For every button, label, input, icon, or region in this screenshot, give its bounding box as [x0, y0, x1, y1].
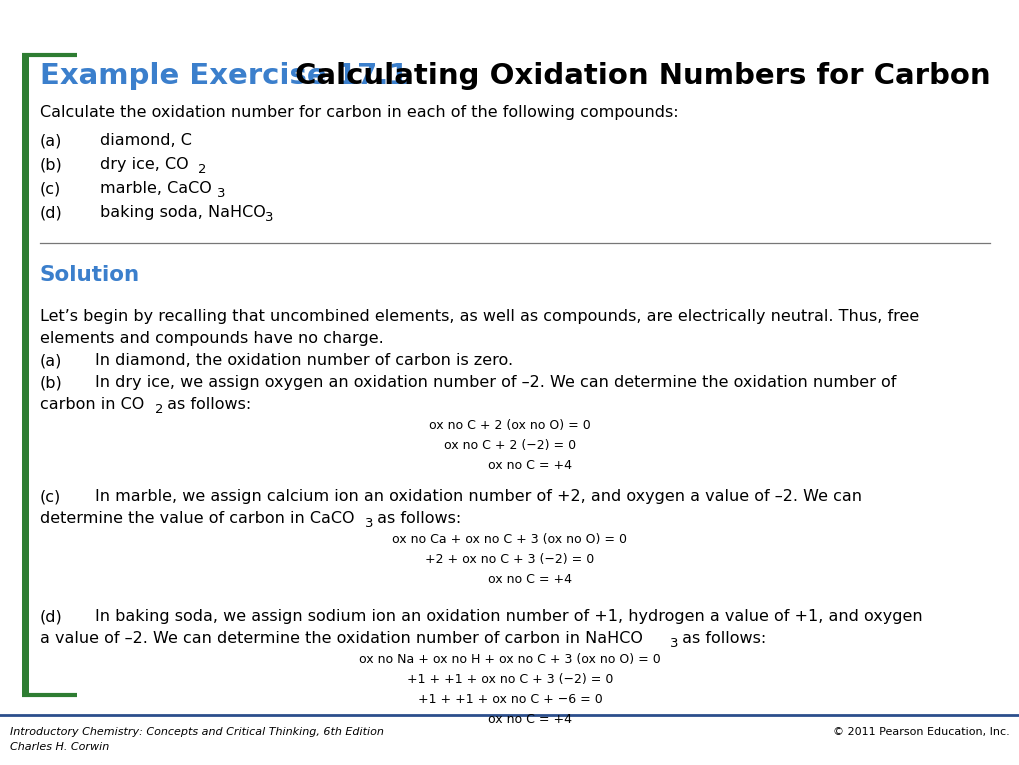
Text: © 2011 Pearson Education, Inc.: © 2011 Pearson Education, Inc.: [833, 727, 1009, 737]
Text: 3: 3: [217, 187, 225, 200]
Text: 3: 3: [265, 211, 273, 224]
Text: 2: 2: [155, 403, 163, 416]
Text: In baking soda, we assign sodium ion an oxidation number of +1, hydrogen a value: In baking soda, we assign sodium ion an …: [95, 609, 922, 624]
Text: Calculate the oxidation number for carbon in each of the following compounds:: Calculate the oxidation number for carbo…: [40, 105, 678, 120]
Text: as follows:: as follows:: [162, 397, 251, 412]
Text: Example Exercise 17.1: Example Exercise 17.1: [40, 62, 409, 90]
Text: Introductory Chemistry: Concepts and Critical Thinking, 6th Edition: Introductory Chemistry: Concepts and Cri…: [10, 727, 383, 737]
Text: ox no Na + ox no H + ox no C + 3 (ox no O) = 0: ox no Na + ox no H + ox no C + 3 (ox no …: [359, 653, 660, 666]
Text: +1 + +1 + ox no C + −6 = 0: +1 + +1 + ox no C + −6 = 0: [417, 693, 602, 706]
Text: Solution: Solution: [40, 265, 140, 285]
Text: (d): (d): [40, 205, 63, 220]
Text: Let’s begin by recalling that uncombined elements, as well as compounds, are ele: Let’s begin by recalling that uncombined…: [40, 309, 918, 324]
Text: (b): (b): [40, 157, 63, 172]
Text: ox no C + 2 (ox no O) = 0: ox no C + 2 (ox no O) = 0: [429, 419, 590, 432]
Text: (c): (c): [40, 181, 61, 196]
Text: 2: 2: [198, 163, 206, 176]
Text: ox no C = +4: ox no C = +4: [487, 573, 572, 586]
Text: +1 + +1 + ox no C + 3 (−2) = 0: +1 + +1 + ox no C + 3 (−2) = 0: [407, 673, 612, 686]
Text: ox no C + 2 (−2) = 0: ox no C + 2 (−2) = 0: [443, 439, 576, 452]
Text: a value of –2. We can determine the oxidation number of carbon in NaHCO: a value of –2. We can determine the oxid…: [40, 631, 642, 646]
Text: Calculating Oxidation Numbers for Carbon: Calculating Oxidation Numbers for Carbon: [294, 62, 989, 90]
Text: ox no C = +4: ox no C = +4: [487, 713, 572, 726]
Text: ox no C = +4: ox no C = +4: [487, 459, 572, 472]
Text: determine the value of carbon in CaCO: determine the value of carbon in CaCO: [40, 511, 355, 526]
Text: In dry ice, we assign oxygen an oxidation number of –2. We can determine the oxi: In dry ice, we assign oxygen an oxidatio…: [95, 375, 896, 390]
Text: (c): (c): [40, 489, 61, 504]
Text: diamond, C: diamond, C: [100, 133, 192, 148]
Bar: [22, 55, 29, 695]
Text: Charles H. Corwin: Charles H. Corwin: [10, 742, 109, 752]
Text: ox no Ca + ox no C + 3 (ox no O) = 0: ox no Ca + ox no C + 3 (ox no O) = 0: [392, 533, 627, 546]
Text: (a): (a): [40, 133, 62, 148]
Text: (d): (d): [40, 609, 63, 624]
Text: 3: 3: [365, 517, 373, 530]
Text: marble, CaCO: marble, CaCO: [100, 181, 212, 196]
Text: (b): (b): [40, 375, 63, 390]
Text: In diamond, the oxidation number of carbon is zero.: In diamond, the oxidation number of carb…: [95, 353, 513, 368]
Text: dry ice, CO: dry ice, CO: [100, 157, 189, 172]
Text: carbon in CO: carbon in CO: [40, 397, 144, 412]
Text: +2 + ox no C + 3 (−2) = 0: +2 + ox no C + 3 (−2) = 0: [425, 553, 594, 566]
Text: (a): (a): [40, 353, 62, 368]
Text: as follows:: as follows:: [372, 511, 461, 526]
Text: baking soda, NaHCO: baking soda, NaHCO: [100, 205, 266, 220]
Text: In marble, we assign calcium ion an oxidation number of +2, and oxygen a value o: In marble, we assign calcium ion an oxid…: [95, 489, 861, 504]
Text: as follows:: as follows:: [677, 631, 765, 646]
Text: elements and compounds have no charge.: elements and compounds have no charge.: [40, 331, 383, 346]
Text: 3: 3: [669, 637, 678, 650]
